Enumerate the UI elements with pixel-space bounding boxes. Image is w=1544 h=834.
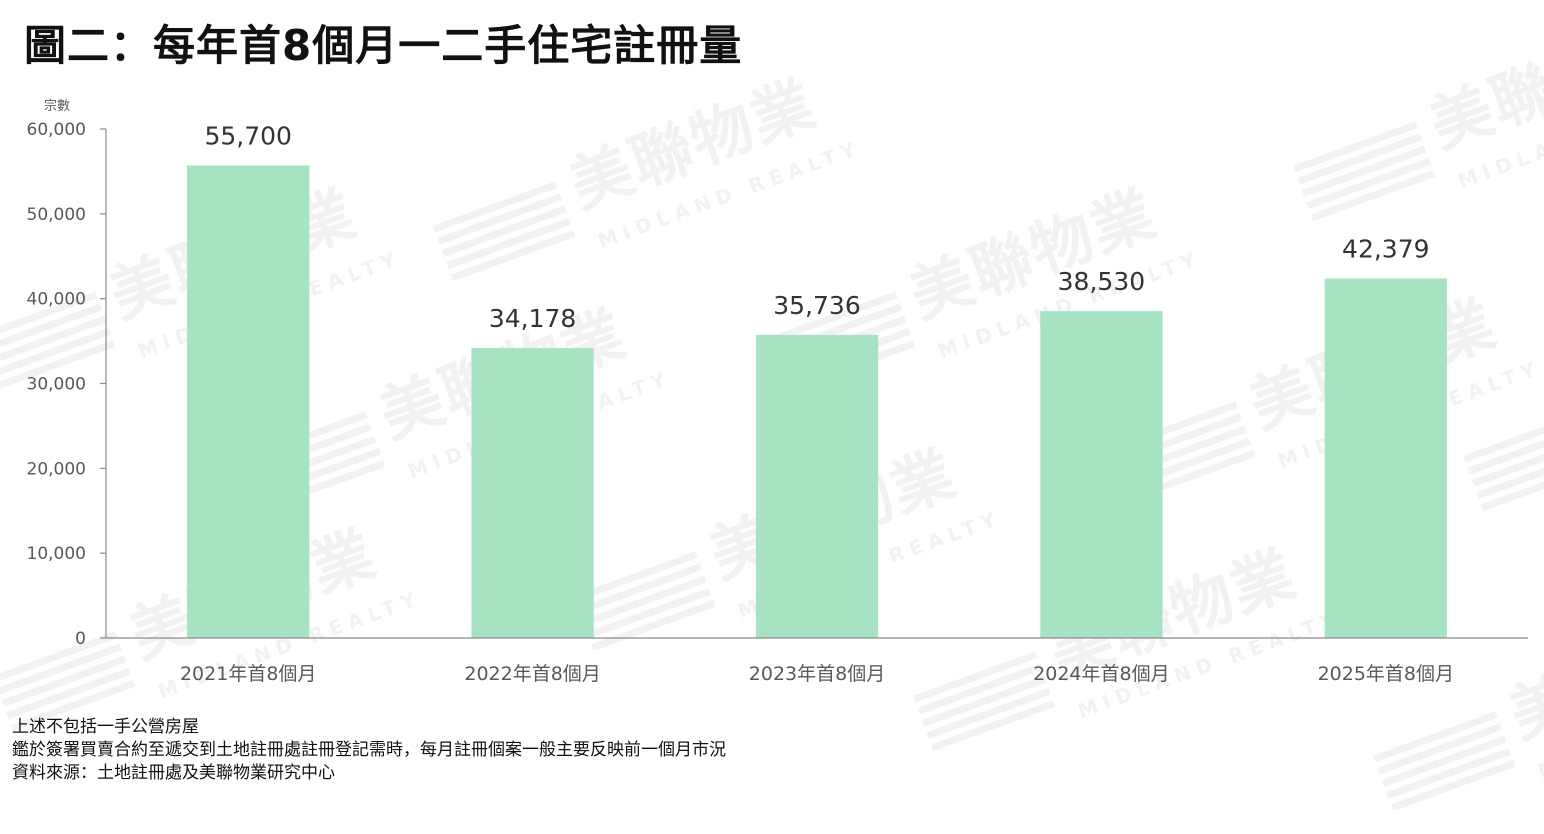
y-tick-label: 20,000 xyxy=(27,459,86,479)
bars: 55,700 34,178 35,736 38,530 42,379 xyxy=(187,121,1447,638)
bar xyxy=(1040,311,1163,638)
x-tick-label: 2021年首8個月 xyxy=(180,663,316,685)
footnote-2: 鑑於簽署買賣合約至遞交到土地註冊處註冊登記需時，每月註冊個案一般主要反映前一個月… xyxy=(12,740,726,760)
y-tick-label: 50,000 xyxy=(27,205,86,225)
x-axis: 2021年首8個月 2022年首8個月 2023年首8個月 2024年首8個月 2025… xyxy=(106,637,1528,685)
x-tick-label: 2024年首8個月 xyxy=(1033,663,1169,685)
bar-value-label: 42,379 xyxy=(1342,234,1429,263)
y-axis-title: 宗數 xyxy=(44,98,70,114)
bar-value-label: 35,736 xyxy=(773,291,860,320)
x-tick-label: 2023年首8個月 xyxy=(749,663,885,685)
bar xyxy=(755,334,879,638)
y-tick-label: 40,000 xyxy=(27,290,86,310)
bar xyxy=(187,165,310,638)
x-tick-label: 2025年首8個月 xyxy=(1318,663,1454,685)
bar xyxy=(471,348,594,638)
footnote-1: 上述不包括一手公營房屋 xyxy=(12,717,199,737)
y-tick-label: 30,000 xyxy=(27,375,86,395)
bar xyxy=(1324,278,1447,638)
bar-value-label: 34,178 xyxy=(489,304,576,333)
bar-value-label: 55,700 xyxy=(204,121,291,150)
y-tick-label: 10,000 xyxy=(27,544,86,564)
bar-chart: 0 10,000 20,000 30,000 40,000 50,000 60,000 55… xyxy=(27,98,1528,685)
chart-title: 圖二：每年首8個月一二手住宅註冊量 xyxy=(24,21,743,70)
x-tick-label: 2022年首8個月 xyxy=(464,663,600,685)
y-tick-label: 60,000 xyxy=(27,120,86,140)
footnote-3: 資料來源：土地註冊處及美聯物業研究中心 xyxy=(12,763,335,783)
footnotes: 上述不包括一手公營房屋 鑑於簽署買賣合約至遞交到土地註冊處註冊登記需時，每月註冊… xyxy=(12,716,726,785)
bar-value-label: 38,530 xyxy=(1058,267,1145,296)
y-tick-label: 0 xyxy=(75,629,86,649)
y-axis: 0 10,000 20,000 30,000 40,000 50,000 60,000 xyxy=(27,120,107,649)
